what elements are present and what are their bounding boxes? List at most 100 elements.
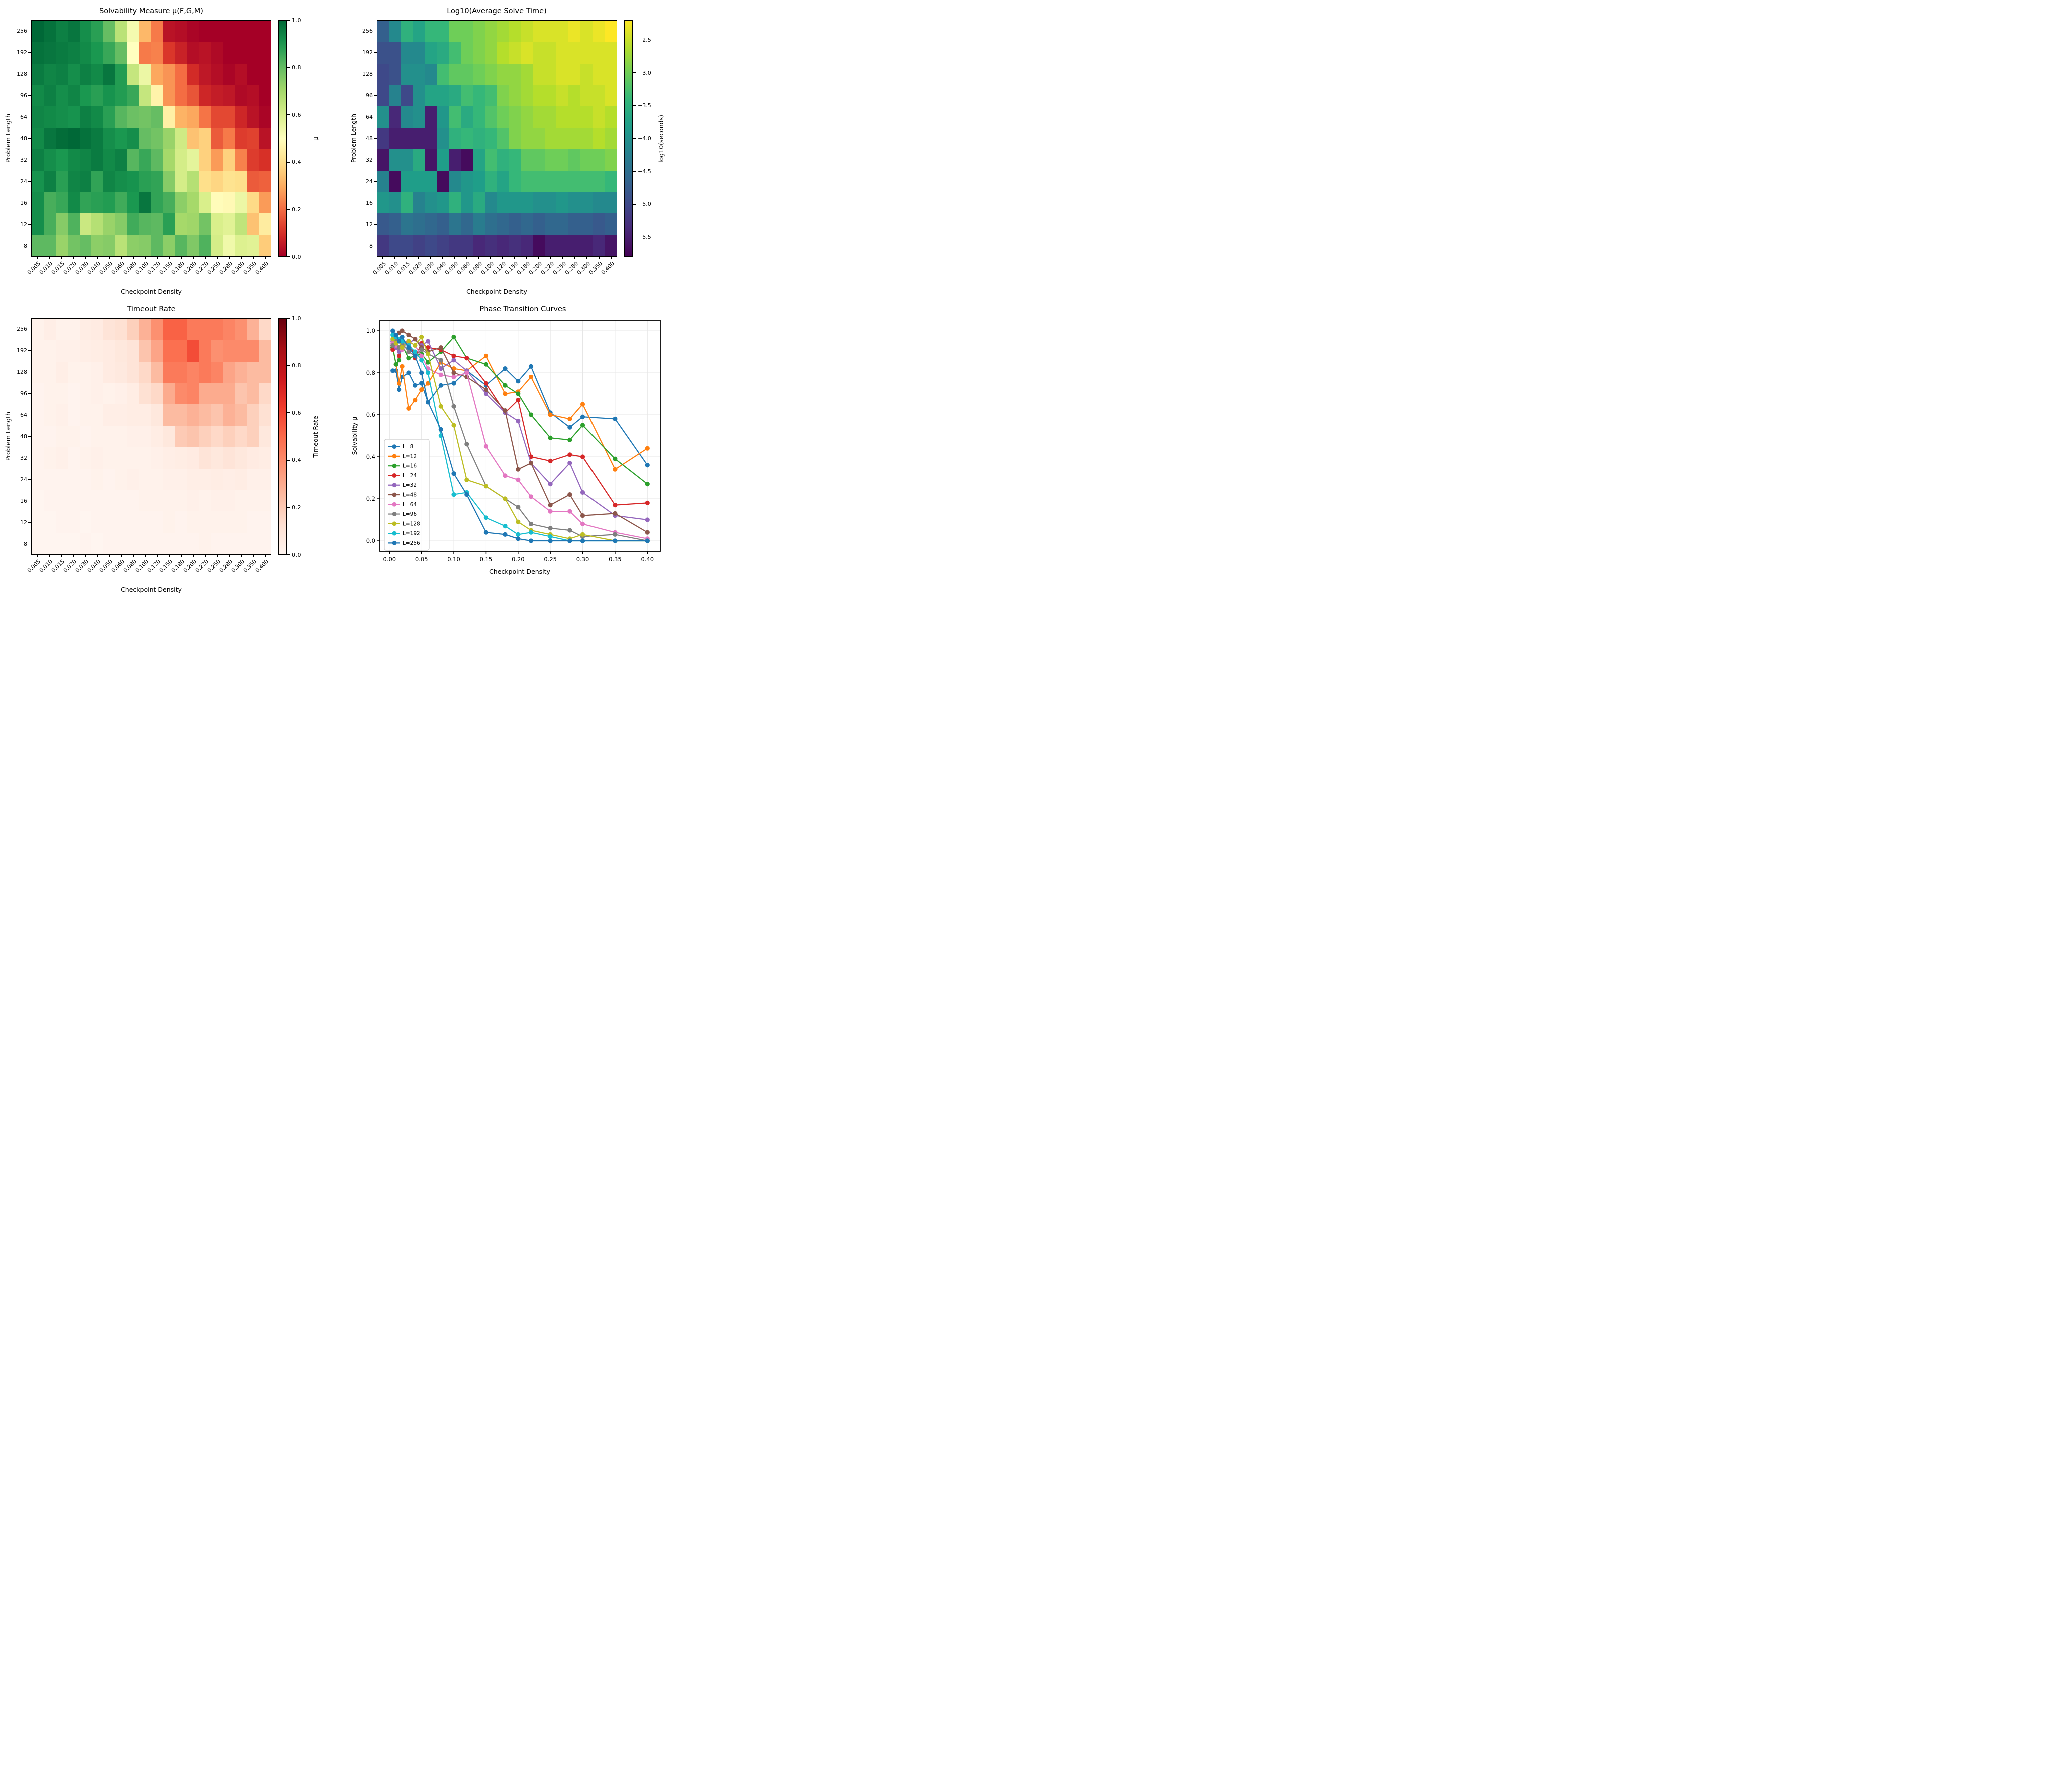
heatmap-cell	[115, 404, 128, 426]
heatmap-cell	[91, 149, 104, 171]
heatmap-cell	[127, 85, 140, 107]
heatmap-cell	[580, 85, 593, 107]
heatmap-cell	[401, 128, 413, 149]
heatmap-cell	[55, 319, 68, 340]
heatmap-cell	[163, 21, 175, 42]
heatmap-cell	[151, 404, 163, 426]
heatmap-cell	[139, 106, 151, 128]
series-marker-L=16	[397, 358, 402, 363]
y-tick-mark	[374, 52, 377, 53]
heatmap-cell	[103, 63, 116, 85]
heatmap-cell	[485, 170, 497, 192]
heatmap-cell	[175, 361, 187, 383]
heatmap-cell	[461, 42, 473, 64]
x-tick-mark	[205, 555, 206, 557]
heatmap-cell	[401, 149, 413, 171]
heatmap-cell	[544, 63, 557, 85]
y-tick-mark	[28, 479, 31, 480]
heatmap-cell	[187, 361, 199, 383]
series-marker-L=24	[645, 500, 650, 505]
legend-marker-L=8	[392, 444, 397, 449]
heatmap-cell	[67, 404, 80, 426]
heatmap-cell	[580, 192, 593, 214]
y-tick-label: 64	[20, 412, 27, 418]
series-marker-L=256	[406, 345, 411, 350]
y-tick-label: 64	[20, 114, 27, 120]
heatmap-cell	[32, 490, 44, 512]
y-tick-label: 96	[20, 390, 27, 397]
solvetime-grid	[377, 20, 617, 257]
heatmap-cell	[32, 511, 44, 533]
heatmap-cell	[556, 21, 569, 42]
heatmap-cell	[247, 149, 259, 171]
series-marker-L=256	[567, 538, 572, 543]
heatmap-cell	[223, 319, 235, 340]
heatmap-cell	[568, 106, 581, 128]
heatmap-cell	[223, 149, 235, 171]
colorbar-label-wrap: log10(seconds)	[657, 20, 665, 257]
heatmap-cell	[235, 383, 247, 405]
heatmap-cell	[127, 106, 140, 128]
x-tick-mark	[490, 257, 491, 259]
heatmap-cell	[211, 235, 223, 256]
series-marker-L=48	[613, 511, 618, 516]
x-tick-mark	[550, 257, 551, 259]
heatmap-cell	[187, 447, 199, 469]
series-marker-L=256	[397, 339, 402, 344]
heatmap-cell	[377, 149, 389, 171]
heatmap-cell	[79, 511, 92, 533]
heatmap-cell	[55, 235, 68, 256]
x-tick-label: 0.20	[512, 556, 525, 563]
heatmap-cell	[223, 21, 235, 42]
heatmap-cell	[485, 85, 497, 107]
series-marker-L=12	[419, 387, 424, 392]
heatmap-cell	[103, 106, 116, 128]
heatmap-cell	[508, 63, 521, 85]
heatmap-cell	[115, 192, 128, 214]
series-marker-L=64	[464, 370, 469, 375]
heatmap-cell	[139, 426, 151, 447]
heatmap-cell	[259, 533, 271, 554]
heatmap-cell	[425, 106, 437, 128]
heatmap-cell	[211, 21, 223, 42]
heatmap-cell	[175, 21, 187, 42]
heatmap-cell	[151, 170, 163, 192]
heatmap-cell	[544, 42, 557, 64]
series-marker-L=96	[390, 343, 395, 348]
x-tick-mark	[466, 257, 467, 259]
heatmap-cell	[449, 170, 461, 192]
heatmap-cell	[556, 235, 569, 256]
heatmap-cell	[79, 85, 92, 107]
x-axis-label: Checkpoint Density	[489, 568, 550, 575]
heatmap-cell	[103, 319, 116, 340]
timeout-yticks: 256 192 128 96 64 48 32 24 16 12 8	[12, 318, 31, 555]
heatmap-cell	[259, 213, 271, 235]
colorbar-tick-label: −5.5	[638, 234, 651, 241]
heatmap-cell	[175, 235, 187, 256]
y-tick-label: 48	[20, 433, 27, 440]
series-marker-L=48	[451, 370, 456, 375]
heatmap-cell	[43, 383, 56, 405]
heatmap-cell	[235, 63, 247, 85]
heatmap-cell	[437, 128, 449, 149]
heatmap-cell	[389, 21, 401, 42]
heatmap-cell	[115, 213, 128, 235]
heatmap-cell	[401, 85, 413, 107]
series-marker-L=8	[567, 425, 572, 430]
colorbar-label-wrap: μ	[312, 20, 319, 257]
x-tick-mark	[442, 257, 443, 259]
heatmap-cell	[485, 149, 497, 171]
heatmap-cell	[55, 383, 68, 405]
y-tick-mark	[28, 95, 31, 96]
heatmap-cell	[413, 235, 425, 256]
heatmap-cell	[593, 106, 605, 128]
heatmap-cell	[43, 170, 56, 192]
y-tick-mark	[28, 52, 31, 53]
heatmap-cell	[593, 149, 605, 171]
heatmap-cell	[247, 468, 259, 490]
x-tick-mark	[514, 257, 515, 259]
heatmap-cell	[32, 468, 44, 490]
heatmap-cell	[55, 447, 68, 469]
heatmap-cell	[67, 149, 80, 171]
heatmap-cell	[247, 361, 259, 383]
